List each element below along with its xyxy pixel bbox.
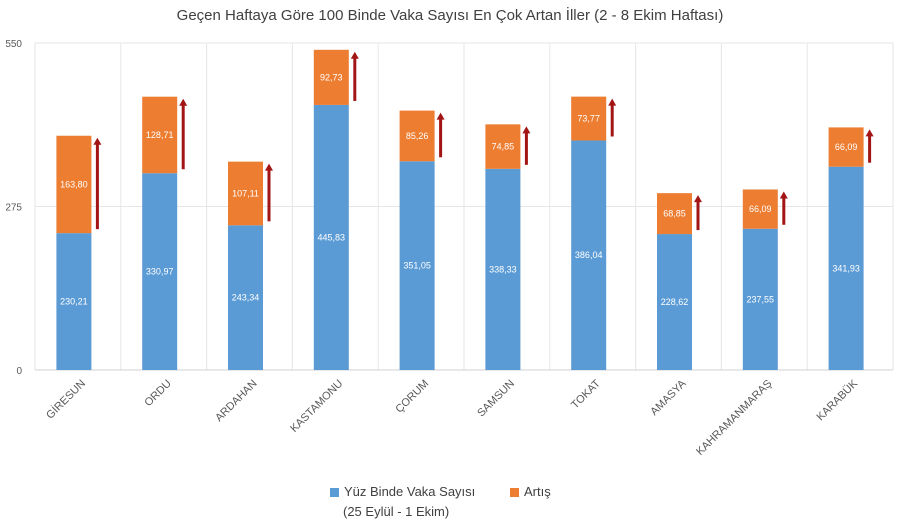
x-tick-label: GİRESUN — [43, 377, 88, 422]
bar-artis — [657, 193, 692, 235]
bar-vaka — [571, 140, 607, 370]
bar-vaka — [657, 234, 692, 370]
data-label-vaka: 341,93 — [832, 263, 860, 273]
data-label-artis: 66,09 — [749, 204, 772, 214]
data-label-vaka: 228,62 — [661, 297, 689, 307]
increase-arrow-head — [608, 98, 617, 106]
x-tick-label: ORDU — [142, 378, 173, 409]
data-label-vaka: 230,21 — [60, 297, 88, 307]
increase-arrow-head — [93, 137, 102, 145]
x-tick-label: KARABÜK — [815, 377, 861, 423]
y-tick-label: 0 — [16, 366, 22, 377]
legend-label-artis: Artış — [524, 484, 551, 499]
data-label-vaka: 386,04 — [575, 250, 603, 260]
increase-arrow-head — [179, 98, 188, 106]
data-label-artis: 107,11 — [232, 188, 259, 198]
increase-arrow-head — [694, 195, 702, 203]
y-tick-label: 275 — [5, 203, 22, 214]
bar-artis — [485, 124, 521, 169]
y-axis: 0 275 550 — [5, 39, 22, 377]
bar-artis — [56, 135, 92, 234]
bar-artis — [742, 189, 778, 229]
chart-title: Geçen Haftaya Göre 100 Binde Vaka Sayısı… — [176, 7, 724, 24]
bar-vaka — [313, 104, 349, 370]
data-label-artis: 73,77 — [577, 114, 600, 124]
x-tick-label: SAMSUN — [475, 378, 517, 420]
bars: 230,21 163,80 330,97 128,71 243,34 107,11 445,… — [56, 49, 874, 370]
legend-swatch-vaka — [330, 488, 339, 498]
data-label-artis: 68,85 — [663, 209, 686, 219]
x-tick-label: TOKAT — [569, 377, 603, 411]
bar-artis — [228, 161, 263, 226]
increase-arrow-head — [350, 51, 359, 59]
legend-item-vaka: Yüz Binde Vaka Sayısı — [330, 484, 475, 499]
legend-label-vaka: Yüz Binde Vaka Sayısı — [344, 484, 476, 499]
bar-vaka — [485, 168, 521, 370]
bar-artis — [828, 127, 864, 167]
increase-arrow-head — [522, 126, 531, 134]
bar-vaka — [742, 228, 778, 370]
x-tick-label: KAHRAMANMARAŞ — [694, 378, 774, 458]
increase-arrow-head — [779, 191, 788, 199]
data-label-artis: 85,26 — [406, 131, 429, 141]
data-label-vaka: 330,97 — [146, 267, 174, 277]
data-label-artis: 66,09 — [835, 142, 858, 152]
bar-artis — [142, 96, 178, 174]
data-label-artis: 92,73 — [320, 72, 343, 82]
bar-vaka — [228, 225, 263, 370]
data-label-artis: 128,71 — [146, 130, 174, 140]
x-tick-label: ARDAHAN — [213, 378, 260, 425]
legend-label-vaka-period: (25 Eylül - 1 Ekim) — [343, 504, 450, 519]
data-label-artis: 163,80 — [60, 179, 88, 189]
bar-vaka — [399, 161, 435, 370]
x-tick-label: AMASYA — [648, 377, 689, 418]
data-label-vaka: 351,05 — [403, 261, 431, 271]
data-label-vaka: 338,33 — [489, 264, 517, 274]
data-label-vaka: 243,34 — [232, 293, 260, 303]
x-tick-label: KASTAMONU — [288, 378, 345, 435]
increase-arrow-head — [436, 112, 445, 120]
x-axis: GİRESUN ORDU ARDAHAN KASTAMONU ÇORUM SAMSUN TO… — [43, 377, 860, 458]
legend-item-artis: Artış — [510, 484, 551, 499]
bar-vaka — [828, 166, 864, 370]
increase-arrow-head — [265, 163, 273, 171]
bar-vaka — [56, 233, 92, 370]
bar-artis — [399, 110, 435, 162]
x-tick-label: ÇORUM — [393, 378, 431, 416]
data-label-vaka: 445,83 — [318, 232, 346, 242]
bar-artis — [313, 49, 349, 105]
bar-vaka — [142, 173, 178, 370]
y-tick-label: 550 — [5, 39, 22, 50]
bar-artis — [571, 96, 607, 141]
data-label-artis: 74,85 — [492, 142, 515, 152]
increase-arrow-head — [865, 129, 874, 137]
legend-swatch-artis — [510, 488, 519, 498]
data-label-vaka: 237,55 — [747, 294, 775, 304]
